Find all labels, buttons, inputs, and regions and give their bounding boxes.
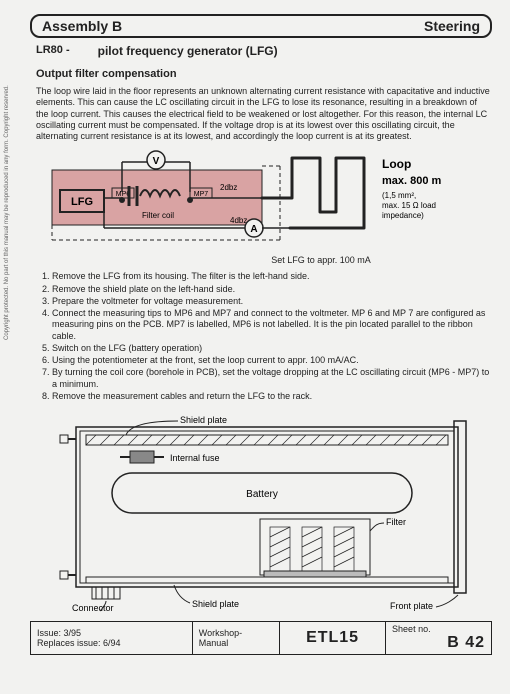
step-item: Using the potentiometer at the front, se… xyxy=(52,355,492,366)
svg-text:MP7: MP7 xyxy=(194,191,209,198)
device-diagram: Shield plate Internal fuse Battery xyxy=(30,411,492,617)
step-item: Remove the measurement cables and return… xyxy=(52,391,492,402)
svg-text:(1,5 mm²,: (1,5 mm², xyxy=(382,191,416,200)
subtitle-row: LR80 - pilot frequency generator (LFG) xyxy=(30,44,492,58)
svg-text:impedance): impedance) xyxy=(382,211,424,220)
page: Copyright protected. No part of this man… xyxy=(0,0,510,694)
step-item: Remove the LFG from its housing. The fil… xyxy=(52,271,492,282)
section-title: Output filter compensation xyxy=(30,68,492,80)
lfg-box-label: LFG xyxy=(71,196,93,208)
sheet-number: B 42 xyxy=(392,634,485,652)
svg-text:Loop: Loop xyxy=(382,157,411,171)
code-label: ETL15 xyxy=(306,629,359,647)
svg-text:V: V xyxy=(153,156,160,167)
set-note: Set LFG to appr. 100 mA xyxy=(30,255,492,265)
svg-text:Shield plate: Shield plate xyxy=(180,415,227,425)
assembly-label: Assembly B xyxy=(42,18,122,34)
manual-label: Manual xyxy=(199,638,273,648)
step-item: By turning the coil core (borehole in PC… xyxy=(52,367,492,390)
issue-label: Issue: 3/95 xyxy=(37,628,186,638)
svg-text:max. 800 m: max. 800 m xyxy=(382,175,442,187)
copyright-side-text: Copyright protected. No part of this man… xyxy=(4,85,11,340)
step-item: Prepare the voltmeter for voltage measur… xyxy=(52,296,492,307)
svg-text:A: A xyxy=(250,224,257,235)
product-label: pilot frequency generator (LFG) xyxy=(98,44,278,58)
svg-text:Shield plate: Shield plate xyxy=(192,599,239,609)
step-item: Remove the shield plate on the left-hand… xyxy=(52,284,492,295)
category-label: Steering xyxy=(424,18,480,34)
svg-text:Filter coil: Filter coil xyxy=(142,211,174,220)
body-paragraph: The loop wire laid in the floor represen… xyxy=(30,86,492,142)
svg-text:Front plate: Front plate xyxy=(390,601,433,611)
workshop-label: Workshop- xyxy=(199,628,273,638)
circuit-diagram: LFG MP6 MP7 Filter coil 2dbz 4dbz xyxy=(30,148,492,253)
sheet-header: Sheet no. xyxy=(392,624,485,634)
replaces-label: Replaces issue: 6/94 xyxy=(37,638,186,648)
svg-text:4dbz: 4dbz xyxy=(230,216,247,225)
svg-text:Filter: Filter xyxy=(386,517,406,527)
svg-text:Connector: Connector xyxy=(72,603,114,613)
svg-text:Internal fuse: Internal fuse xyxy=(170,453,220,463)
svg-text:2dbz: 2dbz xyxy=(220,183,237,192)
svg-text:Battery: Battery xyxy=(246,489,278,500)
model-label: LR80 - xyxy=(36,44,70,58)
title-bar: Assembly B Steering xyxy=(30,14,492,38)
steps-list: Remove the LFG from its housing. The fil… xyxy=(30,271,492,402)
footer-bar: Issue: 3/95 Replaces issue: 6/94 Worksho… xyxy=(30,621,492,655)
step-item: Connect the measuring tips to MP6 and MP… xyxy=(52,308,492,342)
svg-text:max. 15 Ω load: max. 15 Ω load xyxy=(382,201,436,210)
step-item: Switch on the LFG (battery operation) xyxy=(52,343,492,354)
